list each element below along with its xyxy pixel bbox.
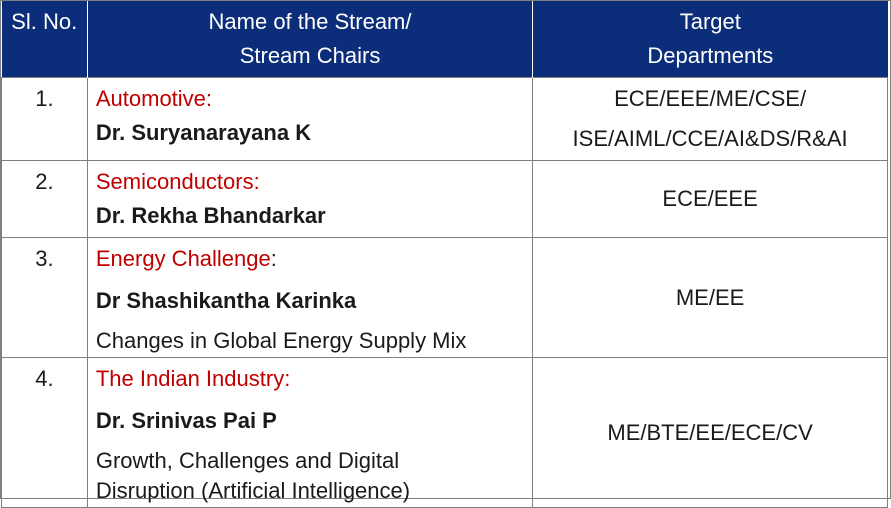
stream-topic: Changes in Global Energy Supply Mix (95, 328, 467, 353)
stream-name-suffix: : (270, 246, 277, 271)
stream-name: The Indian Industry: (96, 358, 532, 400)
header-stream: Name of the Stream/ Stream Chairs (87, 1, 534, 78)
stream-cell: Automotive: Dr. Suryanarayana K (86, 77, 534, 161)
stream-name: Automotive: (96, 78, 532, 120)
header-target: Target Departments (532, 1, 888, 78)
target-cell: ME/BTE/EE/ECE/CV (532, 357, 888, 508)
stream-chair: Dr. Srinivas Pai P (95, 408, 277, 433)
sl-cell: 2. (1, 160, 88, 238)
target-line: ME/EE (675, 284, 745, 310)
stream-name: Semiconductors: (96, 161, 532, 203)
stream-name-text: Semiconductors: (95, 169, 260, 194)
target-cell: ME/EE (532, 237, 888, 358)
header-stream-line2: Stream Chairs (239, 43, 381, 68)
header-row: Sl. No. Name of the Stream/ Stream Chair… (1, 1, 888, 78)
sl-number: 4. (35, 366, 54, 391)
sl-cell: 3. (1, 237, 88, 358)
stream-cell: Energy Challenge: Dr Shashikantha Karink… (86, 237, 534, 358)
target-cell: ECE/EEE/ME/CSE/ ISE/AIML/CCE/AI&DS/R&AI (532, 77, 888, 161)
stream-name: Energy Challenge: (96, 238, 532, 280)
table-row: 2. Semiconductors: Dr. Rekha Bhandarkar … (1, 160, 888, 238)
sl-cell: 4. (1, 357, 88, 508)
target-line: ME/BTE/EE/ECE/CV (607, 419, 813, 445)
header-target-line2: Departments (647, 43, 774, 68)
stream-topic: Disruption (Artificial Intelligence) (95, 478, 411, 503)
target-line: ECE/EEE/ME/CSE/ (614, 86, 807, 111)
stream-topic: Growth, Challenges and Digital (95, 448, 400, 473)
table-row: 4. The Indian Industry: Dr. Srinivas Pai… (1, 357, 888, 508)
table-row: 1. Automotive: Dr. Suryanarayana K ECE/E… (1, 77, 888, 161)
sl-number: 2. (35, 169, 54, 194)
sl-number: 3. (35, 246, 54, 271)
target-cell: ECE/EEE (532, 160, 888, 238)
sl-number: 1. (35, 86, 54, 111)
stream-chair: Dr Shashikantha Karinka (95, 288, 357, 313)
header-target-line1: Target (679, 9, 741, 34)
stream-cell: The Indian Industry: Dr. Srinivas Pai P … (86, 357, 534, 508)
header-stream-line1: Name of the Stream/ (208, 9, 412, 34)
table-row: 3. Energy Challenge: Dr Shashikantha Kar… (1, 237, 888, 358)
target-line: ISE/AIML/CCE/AI&DS/R&AI (572, 126, 848, 151)
header-sl-text: Sl. No. (11, 9, 78, 34)
sl-cell: 1. (1, 77, 88, 161)
stream-name-text: The Indian Industry: (95, 366, 291, 391)
target-line: ECE/EEE (662, 186, 758, 211)
stream-cell: Semiconductors: Dr. Rekha Bhandarkar (86, 160, 534, 238)
stream-chair: Dr. Rekha Bhandarkar (95, 203, 326, 228)
stream-name-text: Automotive: (95, 86, 213, 111)
stream-name-text: Energy Challenge (95, 246, 271, 271)
header-sl-no: Sl. No. (1, 1, 88, 78)
stream-chair: Dr. Suryanarayana K (95, 120, 312, 145)
